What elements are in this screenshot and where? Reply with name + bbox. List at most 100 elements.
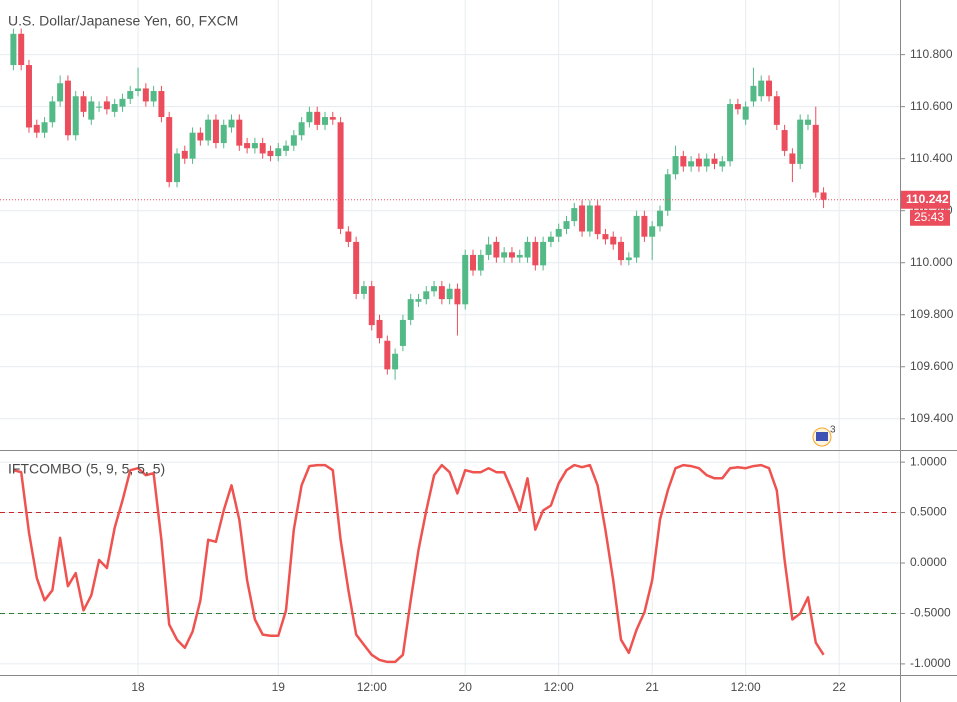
candle-body [695,158,702,167]
y-tick-label: 109.600 [910,359,954,373]
y-tick-label: 0.0000 [910,555,947,569]
candle-body [797,119,804,164]
candle-body [360,286,367,294]
candle-body [142,88,149,102]
candle-body [244,143,251,149]
candle-body [773,96,780,125]
candle-body [462,254,469,305]
candle-body [353,241,360,294]
y-tick-label: 110.400 [910,151,953,165]
last-price-label: 110.242 [906,192,949,206]
candle-body [750,85,757,102]
candle-body [337,122,344,229]
candle-body [80,96,87,112]
badge-count: 3 [830,425,836,436]
candle-body [719,161,726,167]
candle-body [228,119,235,128]
candle-body [423,291,430,300]
candle-body [189,132,196,159]
candle-body [618,241,625,261]
candle-body [111,104,118,112]
candle-body [212,119,219,144]
candle-body [789,153,796,164]
indicator-title: IFTCOMBO (5, 9, 5, 5, 5) [8,461,165,477]
candle-body [88,101,95,120]
candle-body [205,119,212,141]
chart-title: U.S. Dollar/Japanese Yen, 60, FXCM [8,13,238,29]
candle-body [812,124,819,193]
y-tick-label: 109.400 [910,411,954,425]
candle-body [10,33,17,66]
badge: 3 [812,425,836,447]
y-tick-label: 110.800 [910,47,953,61]
y-tick-label: 110.000 [910,255,953,269]
candle-body [150,91,157,102]
candle-body [501,252,508,258]
grid [0,0,900,675]
candle-body [540,241,547,266]
candle-body [392,353,399,370]
candle-body [656,210,663,227]
candle-body [57,83,64,102]
candle-body [711,158,718,164]
y-tick-label: 110.600 [910,99,953,113]
candle-body [368,286,375,326]
candle-body [602,234,609,240]
candle-body [103,101,110,110]
candle-body [407,299,414,320]
indicator-line [13,463,825,664]
candle-body [625,257,632,261]
candle-body [672,156,679,175]
candle-body [438,286,445,300]
candle-body [781,130,788,151]
candle-body [485,244,492,255]
y-tick-label: 1.0000 [910,454,947,468]
candle-body [64,80,71,136]
candle-body [119,98,126,107]
candle-body [329,117,336,120]
countdown-box [910,209,950,226]
candle-body [703,158,710,167]
candle-body [49,101,56,123]
candle-body [532,241,539,266]
candle-body [290,135,297,146]
last-price-box [901,190,950,209]
candle-body [563,221,570,229]
x-tick-label: 22 [832,680,846,694]
candle-body [298,122,305,136]
candle-body [727,104,734,162]
candle-body [135,88,142,92]
candle-body [804,119,811,125]
candle-body [742,106,749,120]
candle-body [41,122,48,133]
candle-body [345,231,352,242]
candle-body [197,132,204,141]
candle-body [454,288,461,305]
candle-body [431,286,438,292]
candle-body [547,236,554,242]
candle-body [18,33,25,66]
x-tick-label: 19 [272,680,286,694]
candle-body [376,319,383,339]
candle-body [649,226,656,237]
candle-body [306,111,313,123]
candle-body [384,340,391,370]
candle-body [508,252,515,258]
candle-body [399,319,406,346]
candle-body [758,80,765,97]
candle-body [446,288,453,300]
candle-body [766,80,773,97]
candle-body [96,106,103,108]
candle-body [633,215,640,258]
candle-body [524,241,531,258]
y-tick-label: -1.0000 [910,656,951,670]
candle-body [25,65,32,128]
candle-body [251,143,258,149]
candle-body [220,124,227,144]
candle-body [594,205,601,235]
candle-body [579,205,586,232]
candle-body [283,145,290,151]
marks [0,28,900,664]
x-tick-label: 21 [646,680,660,694]
